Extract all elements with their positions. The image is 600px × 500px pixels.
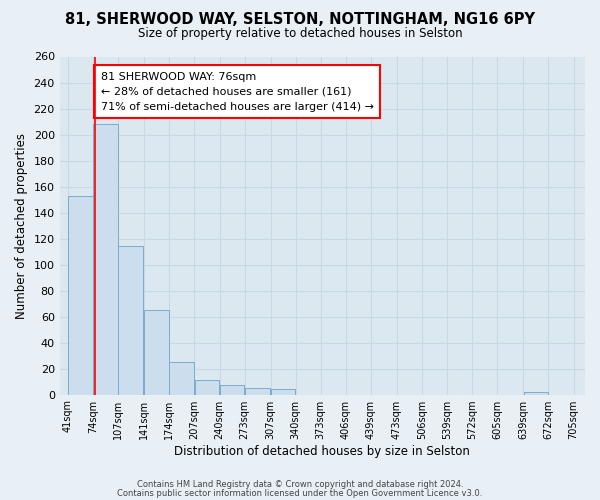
Bar xyxy=(524,392,548,394)
Bar xyxy=(220,386,244,394)
Bar xyxy=(169,362,194,394)
Text: Contains HM Land Registry data © Crown copyright and database right 2024.: Contains HM Land Registry data © Crown c… xyxy=(137,480,463,489)
Y-axis label: Number of detached properties: Number of detached properties xyxy=(15,132,28,318)
Bar xyxy=(68,196,93,394)
Bar xyxy=(94,124,118,394)
Bar xyxy=(245,388,269,394)
Bar xyxy=(118,246,143,394)
Text: Contains public sector information licensed under the Open Government Licence v3: Contains public sector information licen… xyxy=(118,488,482,498)
Text: Size of property relative to detached houses in Selston: Size of property relative to detached ho… xyxy=(137,28,463,40)
Bar xyxy=(145,310,169,394)
Bar xyxy=(271,390,295,394)
X-axis label: Distribution of detached houses by size in Selston: Distribution of detached houses by size … xyxy=(175,444,470,458)
Bar xyxy=(194,380,220,394)
Text: 81 SHERWOOD WAY: 76sqm
← 28% of detached houses are smaller (161)
71% of semi-de: 81 SHERWOOD WAY: 76sqm ← 28% of detached… xyxy=(101,72,374,112)
Text: 81, SHERWOOD WAY, SELSTON, NOTTINGHAM, NG16 6PY: 81, SHERWOOD WAY, SELSTON, NOTTINGHAM, N… xyxy=(65,12,535,28)
